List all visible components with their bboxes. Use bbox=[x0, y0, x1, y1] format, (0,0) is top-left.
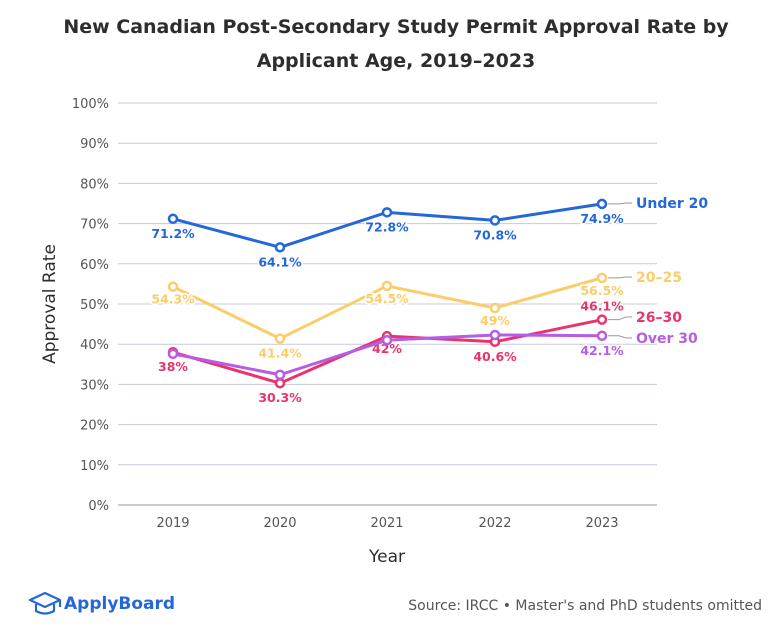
data-point[interactable] bbox=[274, 369, 286, 381]
data-point[interactable] bbox=[274, 333, 286, 344]
x-tick-label: 2019 bbox=[156, 516, 189, 531]
data-label: 40.6% bbox=[473, 349, 517, 364]
data-point[interactable] bbox=[167, 281, 179, 292]
graduation-cap-icon bbox=[28, 591, 62, 615]
series-3: 42.1% Over 30 bbox=[167, 329, 698, 381]
data-label: 72.8% bbox=[365, 219, 409, 234]
y-tick-label: 10% bbox=[80, 459, 109, 474]
data-label: 46.1% bbox=[580, 299, 624, 314]
data-label: 42.1% bbox=[580, 343, 624, 358]
label-leader-line bbox=[608, 316, 632, 321]
data-label: 64.1% bbox=[258, 254, 302, 269]
x-axis-label: Year bbox=[368, 547, 405, 567]
y-axis-label: Approval Rate bbox=[40, 244, 60, 364]
data-point[interactable] bbox=[274, 242, 286, 253]
label-leader-line bbox=[608, 276, 632, 279]
y-tick-label: 60% bbox=[80, 258, 109, 273]
y-tick-label: 90% bbox=[80, 137, 109, 152]
x-tick-label: 2023 bbox=[585, 516, 618, 531]
x-axis-ticks: 2019 2020 2021 2022 2023 bbox=[156, 516, 618, 531]
data-point[interactable] bbox=[167, 213, 179, 225]
y-tick-label: 80% bbox=[80, 177, 109, 192]
series-0: 71.2% 64.1% 72.8% 70.8% 74.9% Under 20 bbox=[150, 196, 709, 271]
chart-title-line1: New Canadian Post-Secondary Study Permit… bbox=[63, 16, 729, 38]
data-label: 70.8% bbox=[473, 227, 517, 242]
data-point[interactable] bbox=[596, 198, 608, 210]
applyboard-logo[interactable]: ApplyBoard bbox=[28, 591, 175, 615]
y-tick-label: 20% bbox=[80, 419, 109, 434]
y-tick-label: 50% bbox=[80, 298, 109, 313]
y-tick-label: 0% bbox=[88, 499, 109, 514]
label-leader-line bbox=[608, 335, 632, 339]
series-group: 71.2% 64.1% 72.8% 70.8% 74.9% Under 20 54.3% 41… bbox=[150, 196, 709, 407]
series-name-label: Over 30 bbox=[636, 331, 698, 347]
logo-text: ApplyBoard bbox=[64, 594, 175, 614]
y-tick-label: 70% bbox=[80, 218, 109, 233]
data-point[interactable] bbox=[596, 314, 608, 325]
data-point[interactable] bbox=[596, 272, 608, 284]
series-1: 54.3% 41.4% 54.5% 49% 56.5% 20–25 bbox=[150, 270, 682, 362]
data-point[interactable] bbox=[381, 280, 393, 292]
data-point[interactable] bbox=[381, 207, 393, 218]
label-leader-line bbox=[608, 202, 632, 205]
y-tick-label: 30% bbox=[80, 378, 109, 393]
data-point[interactable] bbox=[489, 329, 501, 341]
data-label: 30.3% bbox=[258, 390, 302, 405]
data-label: 41.4% bbox=[258, 346, 302, 361]
data-point[interactable] bbox=[489, 215, 501, 226]
x-tick-label: 2022 bbox=[478, 516, 511, 531]
data-point[interactable] bbox=[274, 377, 286, 389]
source-note: Source: IRCC • Master's and PhD students… bbox=[408, 598, 762, 614]
y-tick-label: 40% bbox=[80, 338, 109, 353]
data-label: 54.3% bbox=[151, 292, 195, 307]
x-tick-label: 2021 bbox=[370, 516, 403, 531]
data-label: 74.9% bbox=[580, 211, 624, 226]
y-tick-label: 100% bbox=[72, 97, 109, 112]
data-point[interactable] bbox=[596, 330, 608, 342]
series-name-label: 26–30 bbox=[636, 310, 682, 326]
x-tick-label: 2020 bbox=[263, 516, 296, 531]
data-point[interactable] bbox=[167, 348, 179, 360]
data-label: 54.5% bbox=[365, 291, 409, 306]
data-label: 38% bbox=[158, 359, 188, 374]
data-label: 49% bbox=[480, 313, 510, 328]
chart-title-line2: Applicant Age, 2019–2023 bbox=[257, 50, 536, 72]
y-axis-ticks: 0% 10% 20% 30% 40% 50% 60% 70% 80% 90% 100% bbox=[72, 97, 109, 514]
data-label: 71.2% bbox=[151, 226, 195, 241]
data-point[interactable] bbox=[381, 334, 393, 346]
data-label: 56.5% bbox=[580, 283, 624, 298]
data-point[interactable] bbox=[489, 302, 501, 314]
series-name-label: 20–25 bbox=[636, 270, 682, 286]
series-name-label: Under 20 bbox=[636, 196, 708, 212]
